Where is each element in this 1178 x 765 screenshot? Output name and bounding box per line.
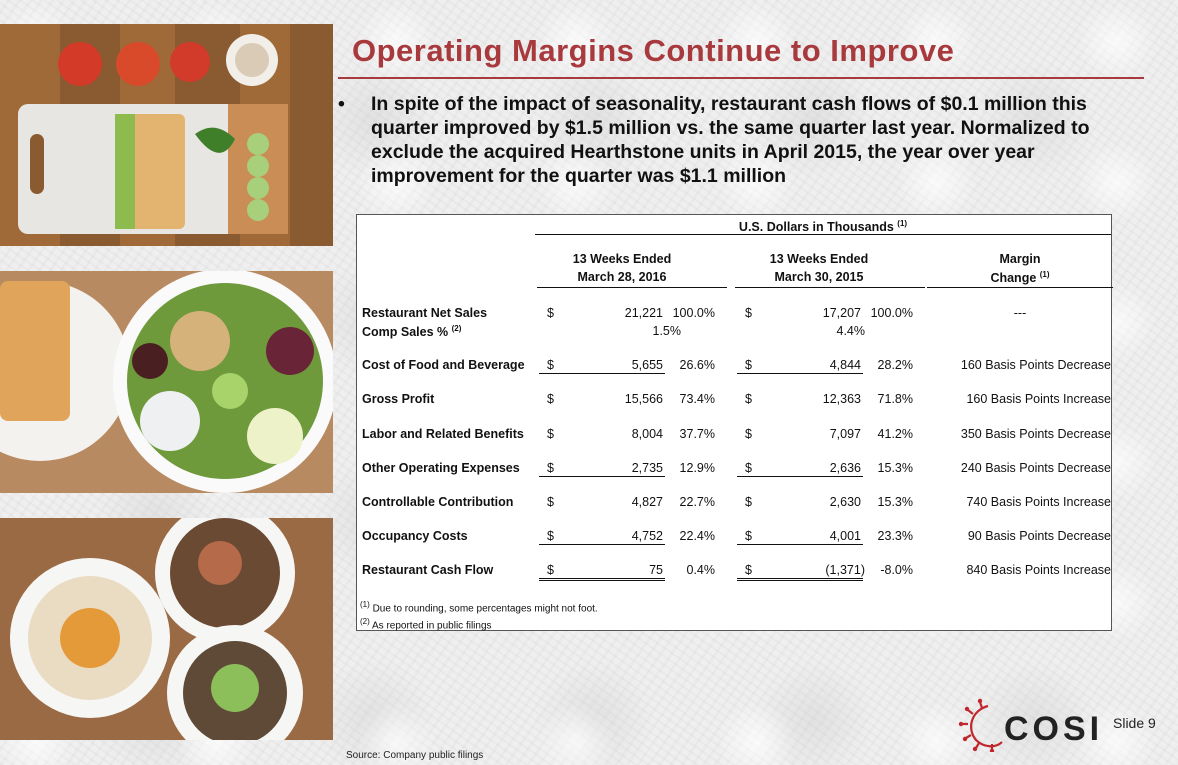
currency-sign: $ bbox=[745, 563, 752, 577]
margin-change: 160 Basis Points Increase bbox=[966, 392, 1111, 406]
currency-sign: $ bbox=[547, 358, 554, 372]
pct-2015: 41.2% bbox=[877, 427, 913, 441]
col3-header-line1: Margin bbox=[999, 252, 1041, 266]
cosi-logo: COSI bbox=[958, 696, 1118, 754]
photo-sandwich-board bbox=[0, 24, 333, 246]
slide-number: Slide 9 bbox=[1113, 715, 1156, 731]
currency-sign: $ bbox=[547, 529, 554, 543]
margin-change: 350 Basis Points Decrease bbox=[960, 427, 1111, 441]
underline-2015 bbox=[737, 358, 863, 374]
pct-2015: 100.0% bbox=[870, 306, 913, 320]
bullet-dot: • bbox=[338, 93, 345, 115]
sun-icon bbox=[962, 701, 1003, 750]
currency-sign: $ bbox=[547, 392, 554, 406]
pct-2016: 100.0% bbox=[672, 306, 715, 320]
currency-sign: $ bbox=[745, 461, 752, 475]
value-2015: 2,636 bbox=[829, 461, 861, 475]
value-2016: 4,752 bbox=[631, 529, 663, 543]
row-label: Restaurant Cash Flow bbox=[362, 563, 494, 577]
value-2016: 2,735 bbox=[631, 461, 663, 475]
double-underline-2015 bbox=[737, 563, 863, 581]
value-2016: 4,827 bbox=[631, 495, 663, 509]
currency-sign: $ bbox=[745, 495, 752, 509]
value-2015: 2,630 bbox=[829, 495, 861, 509]
col1-header-line2: March 28, 2016 bbox=[577, 270, 667, 284]
pct-2016: 26.6% bbox=[679, 358, 715, 372]
pct-2015: 71.8% bbox=[877, 392, 913, 406]
row-label: Labor and Related Benefits bbox=[362, 427, 524, 441]
value-2016: 15,566 bbox=[624, 392, 663, 406]
pct-2016: 12.9% bbox=[679, 461, 715, 475]
value-2016: 21,221 bbox=[624, 306, 663, 320]
currency-sign: $ bbox=[547, 427, 554, 441]
value-2015: 4,844 bbox=[829, 358, 861, 372]
value-2015: 4,001 bbox=[829, 529, 861, 543]
margin-change: --- bbox=[1013, 306, 1027, 320]
col2-header-line2: March 30, 2015 bbox=[774, 270, 864, 284]
double-underline-2016 bbox=[539, 563, 665, 581]
underline-2015 bbox=[737, 461, 863, 477]
currency-sign: $ bbox=[547, 461, 554, 475]
pct-2015: 15.3% bbox=[877, 495, 913, 509]
row-label: Gross Profit bbox=[362, 392, 435, 406]
currency-sign: $ bbox=[745, 306, 752, 320]
units-header: U.S. Dollars in Thousands (1) bbox=[738, 219, 908, 235]
currency-sign: $ bbox=[745, 529, 752, 543]
summary-bullet: • In spite of the impact of seasonality,… bbox=[338, 92, 1128, 188]
col3-header-line2: Change (1) bbox=[990, 270, 1050, 286]
pct-2016: 1.5% bbox=[652, 324, 682, 338]
margin-change: 90 Basis Points Decrease bbox=[967, 529, 1111, 543]
currency-sign: $ bbox=[547, 563, 554, 577]
currency-sign: $ bbox=[547, 495, 554, 509]
underline-2015 bbox=[737, 529, 863, 545]
pct-2015: -8.0% bbox=[880, 563, 913, 577]
underline-2016 bbox=[539, 358, 665, 374]
margin-change: 740 Basis Points Increase bbox=[966, 495, 1111, 509]
photo-rice-bowls bbox=[0, 518, 333, 740]
pct-2015: 4.4% bbox=[836, 324, 866, 338]
col2-header-line1: 13 Weeks Ended bbox=[769, 252, 869, 266]
currency-sign: $ bbox=[745, 358, 752, 372]
value-2015: 12,363 bbox=[822, 392, 861, 406]
row-label: Other Operating Expenses bbox=[362, 461, 520, 475]
source-note: Source: Company public filings bbox=[346, 750, 484, 761]
value-2016: 75 bbox=[649, 563, 663, 577]
footnote-2: (2) As reported in public filings bbox=[360, 617, 492, 632]
margin-change: 840 Basis Points Increase bbox=[966, 563, 1111, 577]
margin-change: 240 Basis Points Decrease bbox=[960, 461, 1111, 475]
pct-2015: 28.2% bbox=[877, 358, 913, 372]
value-2015: 17,207 bbox=[822, 306, 861, 320]
financial-table: U.S. Dollars in Thousands (1) 13 Weeks E… bbox=[356, 214, 1113, 632]
pct-2016: 22.4% bbox=[679, 529, 715, 543]
currency-sign: $ bbox=[745, 392, 752, 406]
pct-2015: 23.3% bbox=[877, 529, 913, 543]
row-label: Controllable Contribution bbox=[362, 495, 514, 509]
slide-title: Operating Margins Continue to Improve bbox=[352, 33, 955, 68]
title-divider bbox=[338, 77, 1144, 79]
footnote-1: (1) Due to rounding, some percentages mi… bbox=[360, 600, 598, 615]
logo-wordmark: COSI bbox=[1004, 710, 1103, 748]
underline-2016 bbox=[539, 529, 665, 545]
summary-text: In spite of the impact of seasonality, r… bbox=[371, 93, 1090, 187]
pct-2016: 73.4% bbox=[679, 392, 715, 406]
value-2016: 5,655 bbox=[631, 358, 663, 372]
pct-2016: 37.7% bbox=[679, 427, 715, 441]
photo-salad-bowl bbox=[0, 271, 333, 493]
pct-2015: 15.3% bbox=[877, 461, 913, 475]
row-label: Occupancy Costs bbox=[362, 529, 468, 543]
row-label: Comp Sales % (2) bbox=[362, 324, 462, 340]
value-2015: (1,371) bbox=[825, 563, 865, 577]
row-label: Restaurant Net Sales bbox=[362, 306, 488, 320]
underline-2016 bbox=[539, 461, 665, 477]
currency-sign: $ bbox=[745, 427, 752, 441]
pct-2016: 0.4% bbox=[686, 563, 716, 577]
margin-change: 160 Basis Points Decrease bbox=[960, 358, 1111, 372]
pct-2016: 22.7% bbox=[679, 495, 715, 509]
col1-header-line1: 13 Weeks Ended bbox=[572, 252, 672, 266]
currency-sign: $ bbox=[547, 306, 554, 320]
value-2016: 8,004 bbox=[631, 427, 663, 441]
row-label: Cost of Food and Beverage bbox=[362, 358, 525, 372]
value-2015: 7,097 bbox=[829, 427, 861, 441]
